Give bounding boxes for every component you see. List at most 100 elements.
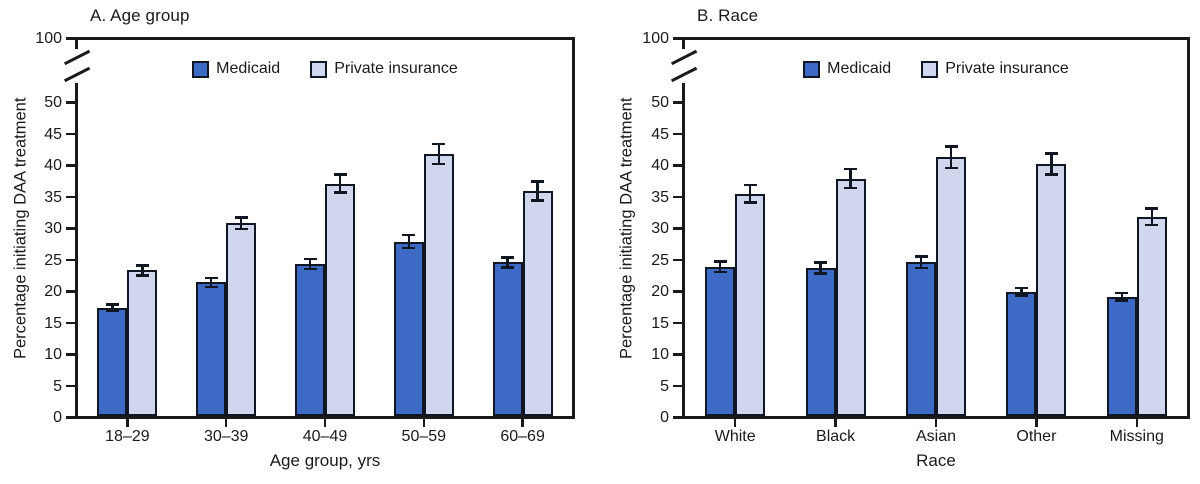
y-tick-label: 10 [44, 346, 62, 363]
error-bar-bottom-cap [333, 191, 347, 194]
x-tick-label: Missing [1109, 428, 1164, 445]
y-tick-label: 5 [53, 377, 62, 395]
x-tick [521, 419, 524, 427]
error-bar-bottom-cap [944, 166, 958, 170]
y-tick [673, 290, 682, 293]
y-tick [66, 353, 75, 356]
panel-a-plot-area: Medicaid Private insurance 0 5 10 15 20 25 30 3… [35, 30, 575, 445]
error-bar-stem [819, 261, 822, 275]
axis-break-gap [681, 49, 686, 83]
error-bar-stem [111, 303, 114, 313]
error-bar-bottom-cap [1145, 223, 1159, 227]
error-bar-stem [1020, 286, 1023, 297]
error-bar-stem [506, 256, 509, 269]
error-bar-stem [949, 145, 953, 170]
error-bar-top-cap [1014, 286, 1028, 290]
x-tick [224, 419, 228, 427]
legend-item-medicaid: Medicaid [192, 60, 280, 78]
bar-private-insurance [1136, 216, 1167, 416]
x-tick-label: 60–69 [500, 428, 545, 445]
error-bar [713, 260, 727, 273]
legend-label-private-insurance: Private insurance [334, 60, 458, 77]
y-tick [673, 384, 682, 388]
y-tick-label: 20 [651, 283, 669, 300]
y-tick-label: 100 [35, 30, 62, 47]
y-tick [66, 37, 75, 40]
y-tick [66, 416, 75, 419]
y-tick [673, 416, 682, 419]
x-tick-label: 50–59 [401, 428, 447, 445]
y-tick [673, 37, 682, 40]
bar-medicaid [1006, 291, 1037, 416]
y-tick [673, 258, 682, 262]
legend-label-medicaid: Medicaid [827, 60, 892, 77]
error-bar-bottom-cap [1044, 173, 1058, 176]
bar-private-insurance [936, 157, 966, 416]
y-tick-label: 10 [651, 346, 669, 363]
error-bar [105, 303, 119, 313]
y-tick-label: 40 [44, 157, 62, 174]
error-bar-bottom-cap [814, 272, 828, 275]
error-bar [814, 261, 828, 275]
panel-b-legend: Medicaid Private insurance [685, 60, 1187, 78]
x-tick-label: 30–39 [203, 428, 249, 445]
bar-private-insurance [325, 183, 355, 416]
medicaid-swatch [803, 60, 821, 78]
y-tick-label: 50 [44, 94, 62, 111]
private-insurance-swatch [310, 60, 328, 78]
error-bar-bottom-cap [234, 227, 248, 231]
bar-medicaid [295, 264, 325, 416]
bar-medicaid [705, 266, 736, 416]
error-bar-bottom-cap [402, 246, 416, 250]
error-bar-bottom-cap [743, 201, 757, 204]
x-tick [1035, 419, 1038, 427]
y-tick-label: 0 [660, 409, 669, 426]
y-tick-label: 40 [651, 157, 669, 174]
error-bar [501, 256, 515, 269]
error-bar-stem [1050, 152, 1053, 176]
y-tick [66, 164, 75, 167]
error-bar [1115, 291, 1129, 302]
axis-break-gap [74, 49, 79, 83]
x-tick-label: 40–49 [302, 428, 348, 445]
bar-private-insurance [522, 191, 553, 416]
error-bar-bottom-cap [713, 270, 727, 273]
error-bar [743, 183, 757, 204]
error-bar-top-cap [743, 183, 757, 187]
error-bar-bottom-cap [914, 266, 928, 270]
error-bar-stem [239, 216, 243, 231]
error-bar-stem [338, 173, 342, 194]
bar-private-insurance [735, 193, 766, 416]
panel-b-plot-area: Medicaid Private insurance 0 5 10 15 20 25 30 3… [642, 30, 1190, 445]
x-tick [834, 419, 837, 427]
y-tick-label: 25 [651, 251, 669, 269]
error-bar-bottom-cap [135, 274, 149, 277]
legend-item-medicaid: Medicaid [803, 60, 891, 78]
error-bar [135, 264, 149, 277]
y-tick [673, 132, 682, 136]
y-tick [66, 195, 75, 199]
panel-b-x-axis-label: Race [916, 451, 956, 470]
y-tick [66, 290, 75, 293]
panel-a-legend: Medicaid Private insurance [78, 60, 572, 78]
error-bar-stem [718, 260, 722, 273]
error-bar-top-cap [234, 216, 248, 219]
error-bar-stem [748, 183, 752, 204]
bar-medicaid [1106, 296, 1137, 416]
x-tick-label: 18–29 [105, 428, 150, 445]
y-tick [66, 227, 75, 230]
error-bar [914, 255, 928, 270]
error-bar-top-cap [914, 255, 928, 258]
bar-medicaid [805, 267, 836, 416]
y-tick-label: 5 [660, 377, 669, 395]
error-bar [402, 233, 416, 250]
x-tick [422, 419, 426, 427]
y-tick [673, 195, 682, 199]
y-tick [673, 164, 682, 167]
error-bar-top-cap [204, 276, 218, 280]
y-tick-label: 15 [651, 314, 669, 332]
y-tick-label: 45 [651, 125, 669, 143]
error-bar-bottom-cap [1115, 299, 1129, 302]
y-tick-label: 20 [44, 283, 62, 300]
error-bar-stem [849, 167, 852, 190]
